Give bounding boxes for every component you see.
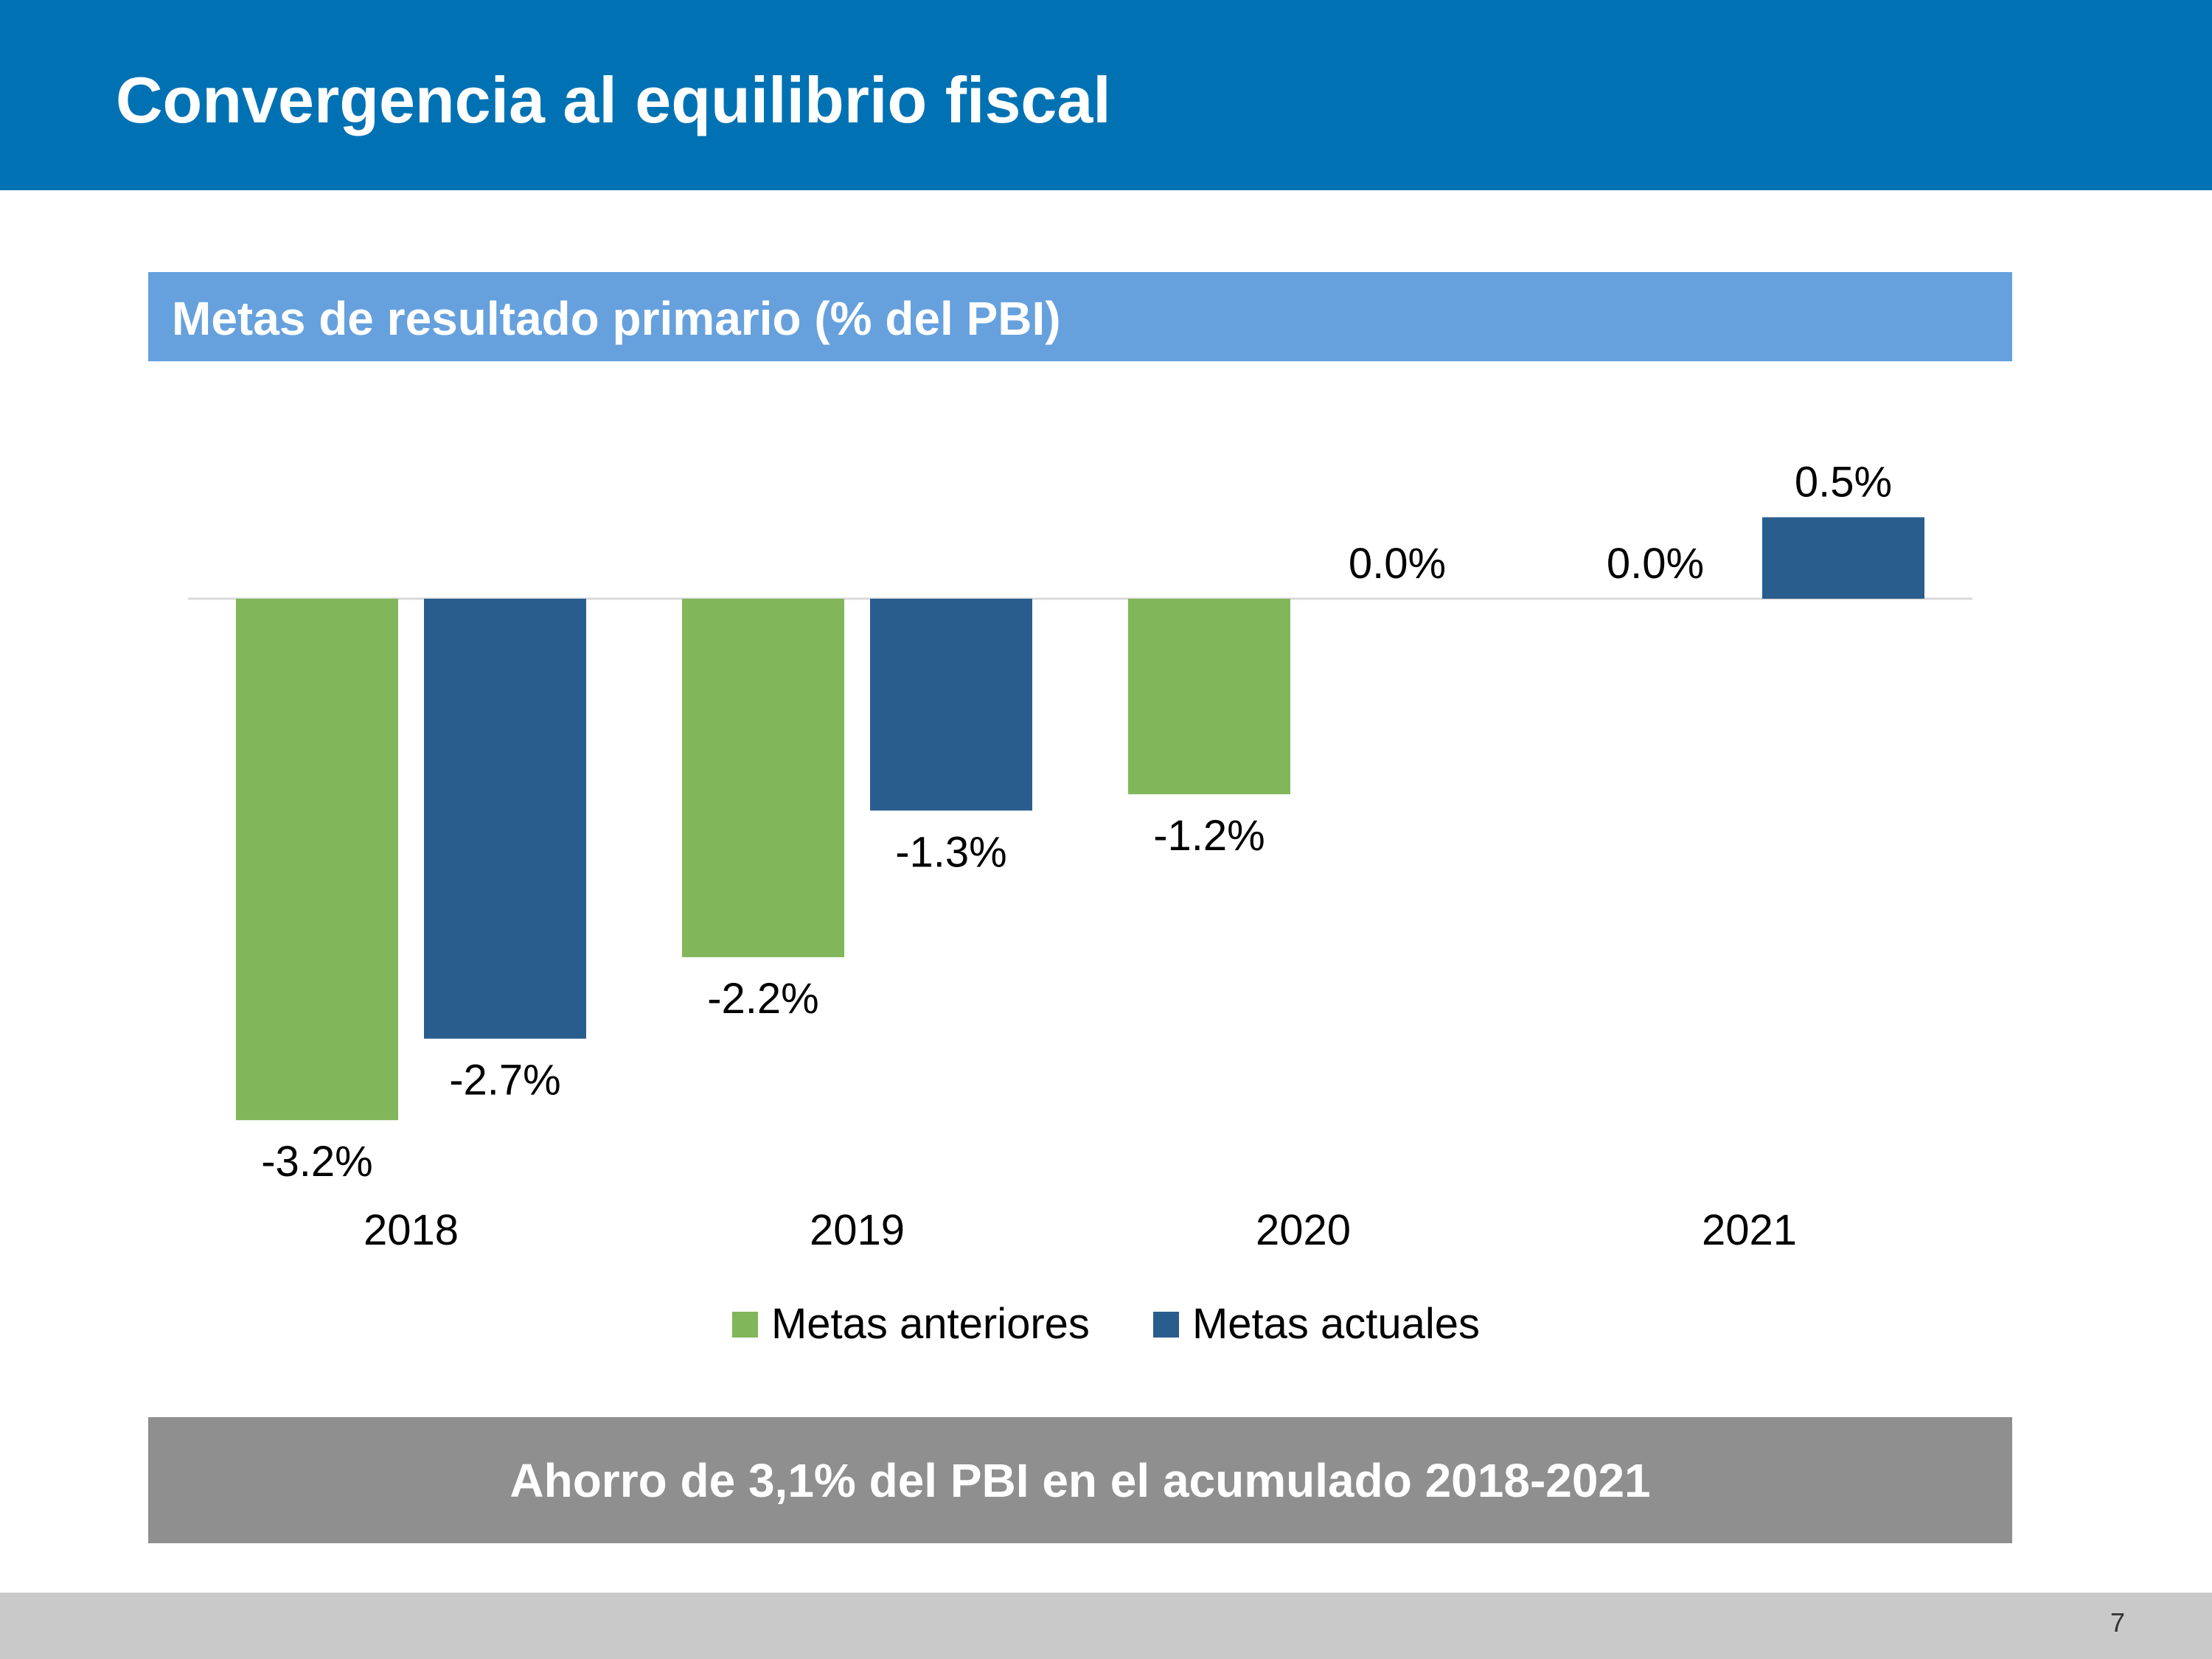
bar-metas-actuales-2021 xyxy=(1762,517,1924,599)
data-label-metas-anteriores-2020: -1.2% xyxy=(1153,812,1265,860)
bar-metas-anteriores-2018 xyxy=(236,599,398,1121)
page-number: 7 xyxy=(2110,1607,2125,1638)
x-tick-label-2018: 2018 xyxy=(364,1206,459,1254)
bar-metas-anteriores-2020 xyxy=(1128,599,1290,795)
footer-strip: 7 xyxy=(0,1593,2212,1659)
data-labels-group: -3.2% -2.7% -2.2% -1.3% -1.2% 0.0% 0.0% 0.5% xyxy=(261,459,1892,1186)
legend-label: Metas anteriores xyxy=(771,1300,1090,1348)
header-bar: Convergencia al equilibrio fiscal xyxy=(0,0,2212,190)
bar-metas-anteriores-2019 xyxy=(682,599,844,958)
x-tick-label-2021: 2021 xyxy=(1702,1206,1797,1254)
bar-metas-actuales-2018 xyxy=(424,599,586,1039)
data-label-metas-anteriores-2018: -3.2% xyxy=(261,1138,373,1186)
chart-subtitle-bar: Metas de resultado primario (% del PBI) xyxy=(148,272,2012,361)
data-label-metas-anteriores-2019: -2.2% xyxy=(707,975,819,1023)
legend-swatch-metas-anteriores xyxy=(731,1311,758,1338)
page-title: Convergencia al equilibrio fiscal xyxy=(116,63,1111,136)
legend-swatch-metas-actuales xyxy=(1152,1311,1179,1338)
data-label-metas-anteriores-2021: 0.0% xyxy=(1607,540,1704,588)
data-label-metas-actuales-2019: -1.3% xyxy=(895,828,1007,876)
x-tick-label-2019: 2019 xyxy=(810,1206,905,1254)
legend-label: Metas actuales xyxy=(1192,1300,1481,1348)
bar-chart: -3.2% -2.7% -2.2% -1.3% -1.2% 0.0% 0.0% 0.5% 20… xyxy=(188,459,1972,1254)
chart-legend: Metas anteriores Metas actuales xyxy=(0,1295,2212,1354)
x-axis-ticks: 2018 2019 2020 2021 xyxy=(364,1206,1797,1254)
summary-box: Ahorro de 3,1% del PBI en el acumulado 2… xyxy=(148,1417,2012,1543)
chart-subtitle: Metas de resultado primario (% del PBI) xyxy=(172,292,1061,345)
x-tick-label-2020: 2020 xyxy=(1256,1206,1351,1254)
data-label-metas-actuales-2021: 0.5% xyxy=(1795,459,1892,507)
bar-metas-actuales-2019 xyxy=(870,599,1032,811)
data-label-metas-actuales-2018: -2.7% xyxy=(449,1057,561,1105)
summary-text: Ahorro de 3,1% del PBI en el acumulado 2… xyxy=(509,1453,1651,1507)
data-label-metas-actuales-2020: 0.0% xyxy=(1349,540,1446,588)
legend-item-metas-anteriores: Metas anteriores xyxy=(731,1300,1090,1348)
bars-group xyxy=(236,517,1924,1121)
legend-item-metas-actuales: Metas actuales xyxy=(1152,1300,1481,1348)
